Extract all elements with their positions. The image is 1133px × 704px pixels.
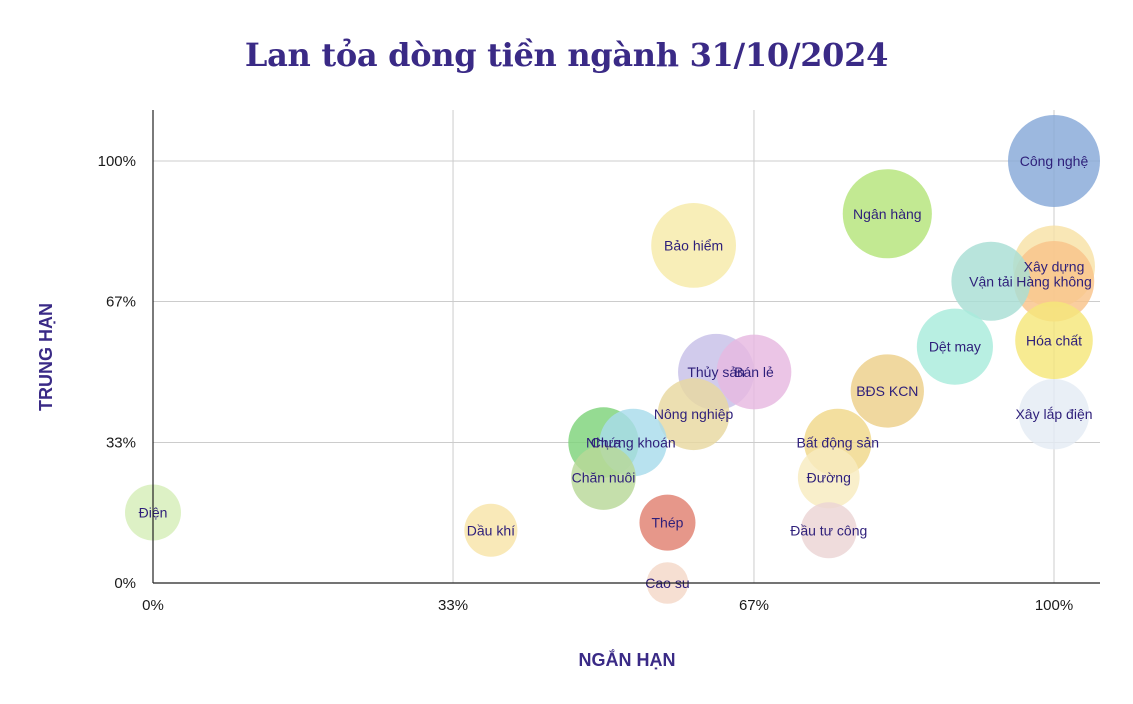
y-tick-label: 33% bbox=[106, 434, 136, 451]
bubble-point bbox=[716, 334, 792, 410]
bubble-point bbox=[651, 203, 736, 288]
y-tick-label: 100% bbox=[98, 153, 136, 170]
bubble-label: BĐS KCN bbox=[856, 383, 918, 399]
bubble-label: Đầu tư công bbox=[790, 522, 867, 538]
bubble-marker bbox=[1015, 301, 1093, 380]
bubble-marker bbox=[639, 494, 696, 551]
bubble-point bbox=[951, 241, 1031, 321]
bubble-marker bbox=[716, 334, 792, 410]
bubble-label: Ngân hàng bbox=[853, 206, 922, 222]
bubble-label: Xây dựng bbox=[1024, 259, 1085, 275]
y-tick-label: 0% bbox=[114, 575, 136, 592]
bubble-label: Chứng khoán bbox=[591, 434, 676, 450]
bubble-label: Thép bbox=[652, 515, 684, 531]
bubble-point bbox=[571, 445, 636, 510]
bubble-label: Hàng không bbox=[1016, 273, 1092, 289]
bubble-label: Đường bbox=[807, 470, 851, 486]
x-tick-label: 67% bbox=[739, 597, 769, 614]
bubble-marker bbox=[657, 378, 730, 451]
bubble-point bbox=[800, 502, 857, 559]
bubble-point bbox=[464, 503, 518, 557]
bubble-label: Thủy sản bbox=[687, 364, 745, 380]
bubble-marker bbox=[842, 169, 932, 259]
bubble-label: Bảo hiểm bbox=[664, 237, 723, 253]
axes bbox=[152, 110, 1100, 584]
bubble-label: Xây lắp điện bbox=[1015, 406, 1092, 422]
chart-title: Lan tỏa dòng tiền ngành 31/10/2024 bbox=[244, 36, 889, 74]
bubble-label: Nhựa bbox=[586, 434, 621, 450]
tick-labels: 0% 33% 67% 100% 0% 33% 67% 100% bbox=[98, 153, 1074, 614]
x-tick-label: 0% bbox=[142, 597, 164, 614]
bubble-label: Dệt may bbox=[929, 339, 981, 355]
bubble-label: Bán lẻ bbox=[734, 364, 774, 380]
bubble-label: Nông nghiệp bbox=[654, 406, 734, 422]
bubble-marker bbox=[951, 241, 1031, 321]
x-tick-label: 100% bbox=[1035, 597, 1073, 614]
y-axis-title: TRUNG HẠN bbox=[36, 303, 56, 411]
bubble-point bbox=[797, 446, 860, 509]
bubble-marker bbox=[797, 446, 860, 509]
x-axis-title: NGẮN HẠN bbox=[579, 649, 676, 670]
bubble-point bbox=[1015, 301, 1093, 380]
bubble-marker bbox=[916, 308, 993, 385]
bubble-point bbox=[1018, 379, 1090, 450]
bubble-point bbox=[916, 308, 993, 385]
bubble-marker bbox=[571, 445, 636, 510]
bubble-marker bbox=[800, 502, 857, 559]
bubble-label: Vận tải bbox=[969, 273, 1013, 289]
bubble-marker bbox=[850, 354, 924, 428]
bubble-marker bbox=[1018, 379, 1090, 450]
y-tick-label: 67% bbox=[106, 294, 136, 311]
bubble-point bbox=[657, 378, 730, 451]
bubble-label: Công nghệ bbox=[1020, 153, 1089, 169]
bubble-marker bbox=[651, 203, 736, 288]
bubble-marker bbox=[464, 503, 518, 557]
bubble-label: Chăn nuôi bbox=[572, 470, 636, 486]
bubble-point bbox=[842, 169, 932, 259]
bubble-point bbox=[1013, 241, 1095, 322]
x-tick-label: 33% bbox=[438, 597, 468, 614]
bubble-label: Bất động sản bbox=[797, 434, 880, 450]
bubble-point bbox=[850, 354, 924, 428]
bubble-marker bbox=[1013, 241, 1095, 322]
bubble-point bbox=[639, 494, 696, 551]
bubble-point bbox=[1008, 115, 1100, 207]
bubble-label: Hóa chất bbox=[1026, 332, 1082, 348]
bubble-label: Dầu khí bbox=[467, 522, 515, 538]
bubble-marker bbox=[1008, 115, 1100, 207]
